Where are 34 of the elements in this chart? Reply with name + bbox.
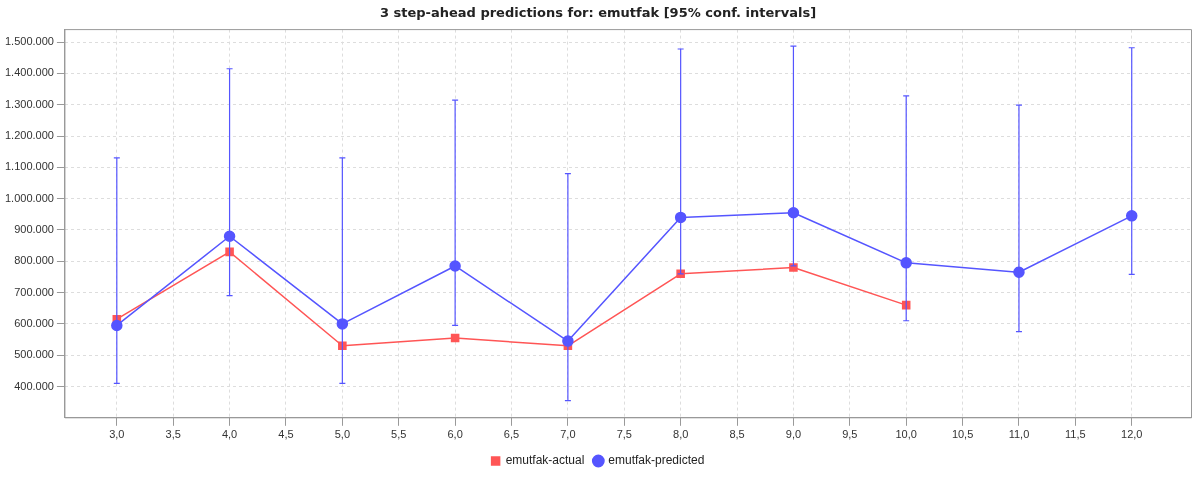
x-tick-label: 7,5 <box>616 428 632 441</box>
y-tick-label: 800.000 <box>14 254 54 267</box>
legend-label: emutfak-predicted <box>608 453 705 468</box>
y-tick-label: 600.000 <box>14 316 54 329</box>
y-tick-label: 1.500.000 <box>5 35 54 48</box>
x-tick-label: 10,0 <box>895 428 917 441</box>
y-tick-label: 1.200.000 <box>5 129 54 142</box>
x-tick-label: 7,0 <box>560 428 576 441</box>
y-tick-label: 400.000 <box>14 379 54 392</box>
x-tick-label: 4,0 <box>221 428 238 441</box>
x-tick-label: 4,5 <box>278 428 294 441</box>
x-tick-label: 6,0 <box>447 428 463 441</box>
x-tick-label: 9,0 <box>785 428 802 441</box>
x-tick-label: 12,0 <box>1121 428 1143 441</box>
x-tick-label: 3,5 <box>165 428 181 441</box>
y-tick-label: 500.000 <box>14 348 54 361</box>
y-tick-label: 1.100.000 <box>5 160 54 173</box>
y-tick-label: 1.300.000 <box>5 97 54 110</box>
x-tick-label: 9,5 <box>842 428 858 441</box>
x-tick-label: 11,5 <box>1065 428 1086 441</box>
y-tick-label: 1.000.000 <box>5 191 54 204</box>
y-tick-label: 700.000 <box>14 285 54 298</box>
legend-label: emutfak-actual <box>505 453 585 468</box>
y-tick-label: 900.000 <box>14 222 54 235</box>
x-tick-label: 11,0 <box>1008 428 1030 441</box>
y-tick-label: 1.400.000 <box>5 66 54 79</box>
x-tick-label: 5,0 <box>334 428 350 441</box>
x-tick-label: 8,0 <box>673 428 689 441</box>
x-tick-label: 10,5 <box>951 428 974 441</box>
x-tick-label: 8,5 <box>729 428 745 441</box>
x-tick-label: 3,0 <box>109 428 125 441</box>
chart-title: 3 step-ahead predictions for: emutfak [95% conf. intervals] <box>379 5 817 21</box>
x-tick-label: 5,5 <box>391 428 407 441</box>
x-tick-label: 6,5 <box>503 428 520 441</box>
